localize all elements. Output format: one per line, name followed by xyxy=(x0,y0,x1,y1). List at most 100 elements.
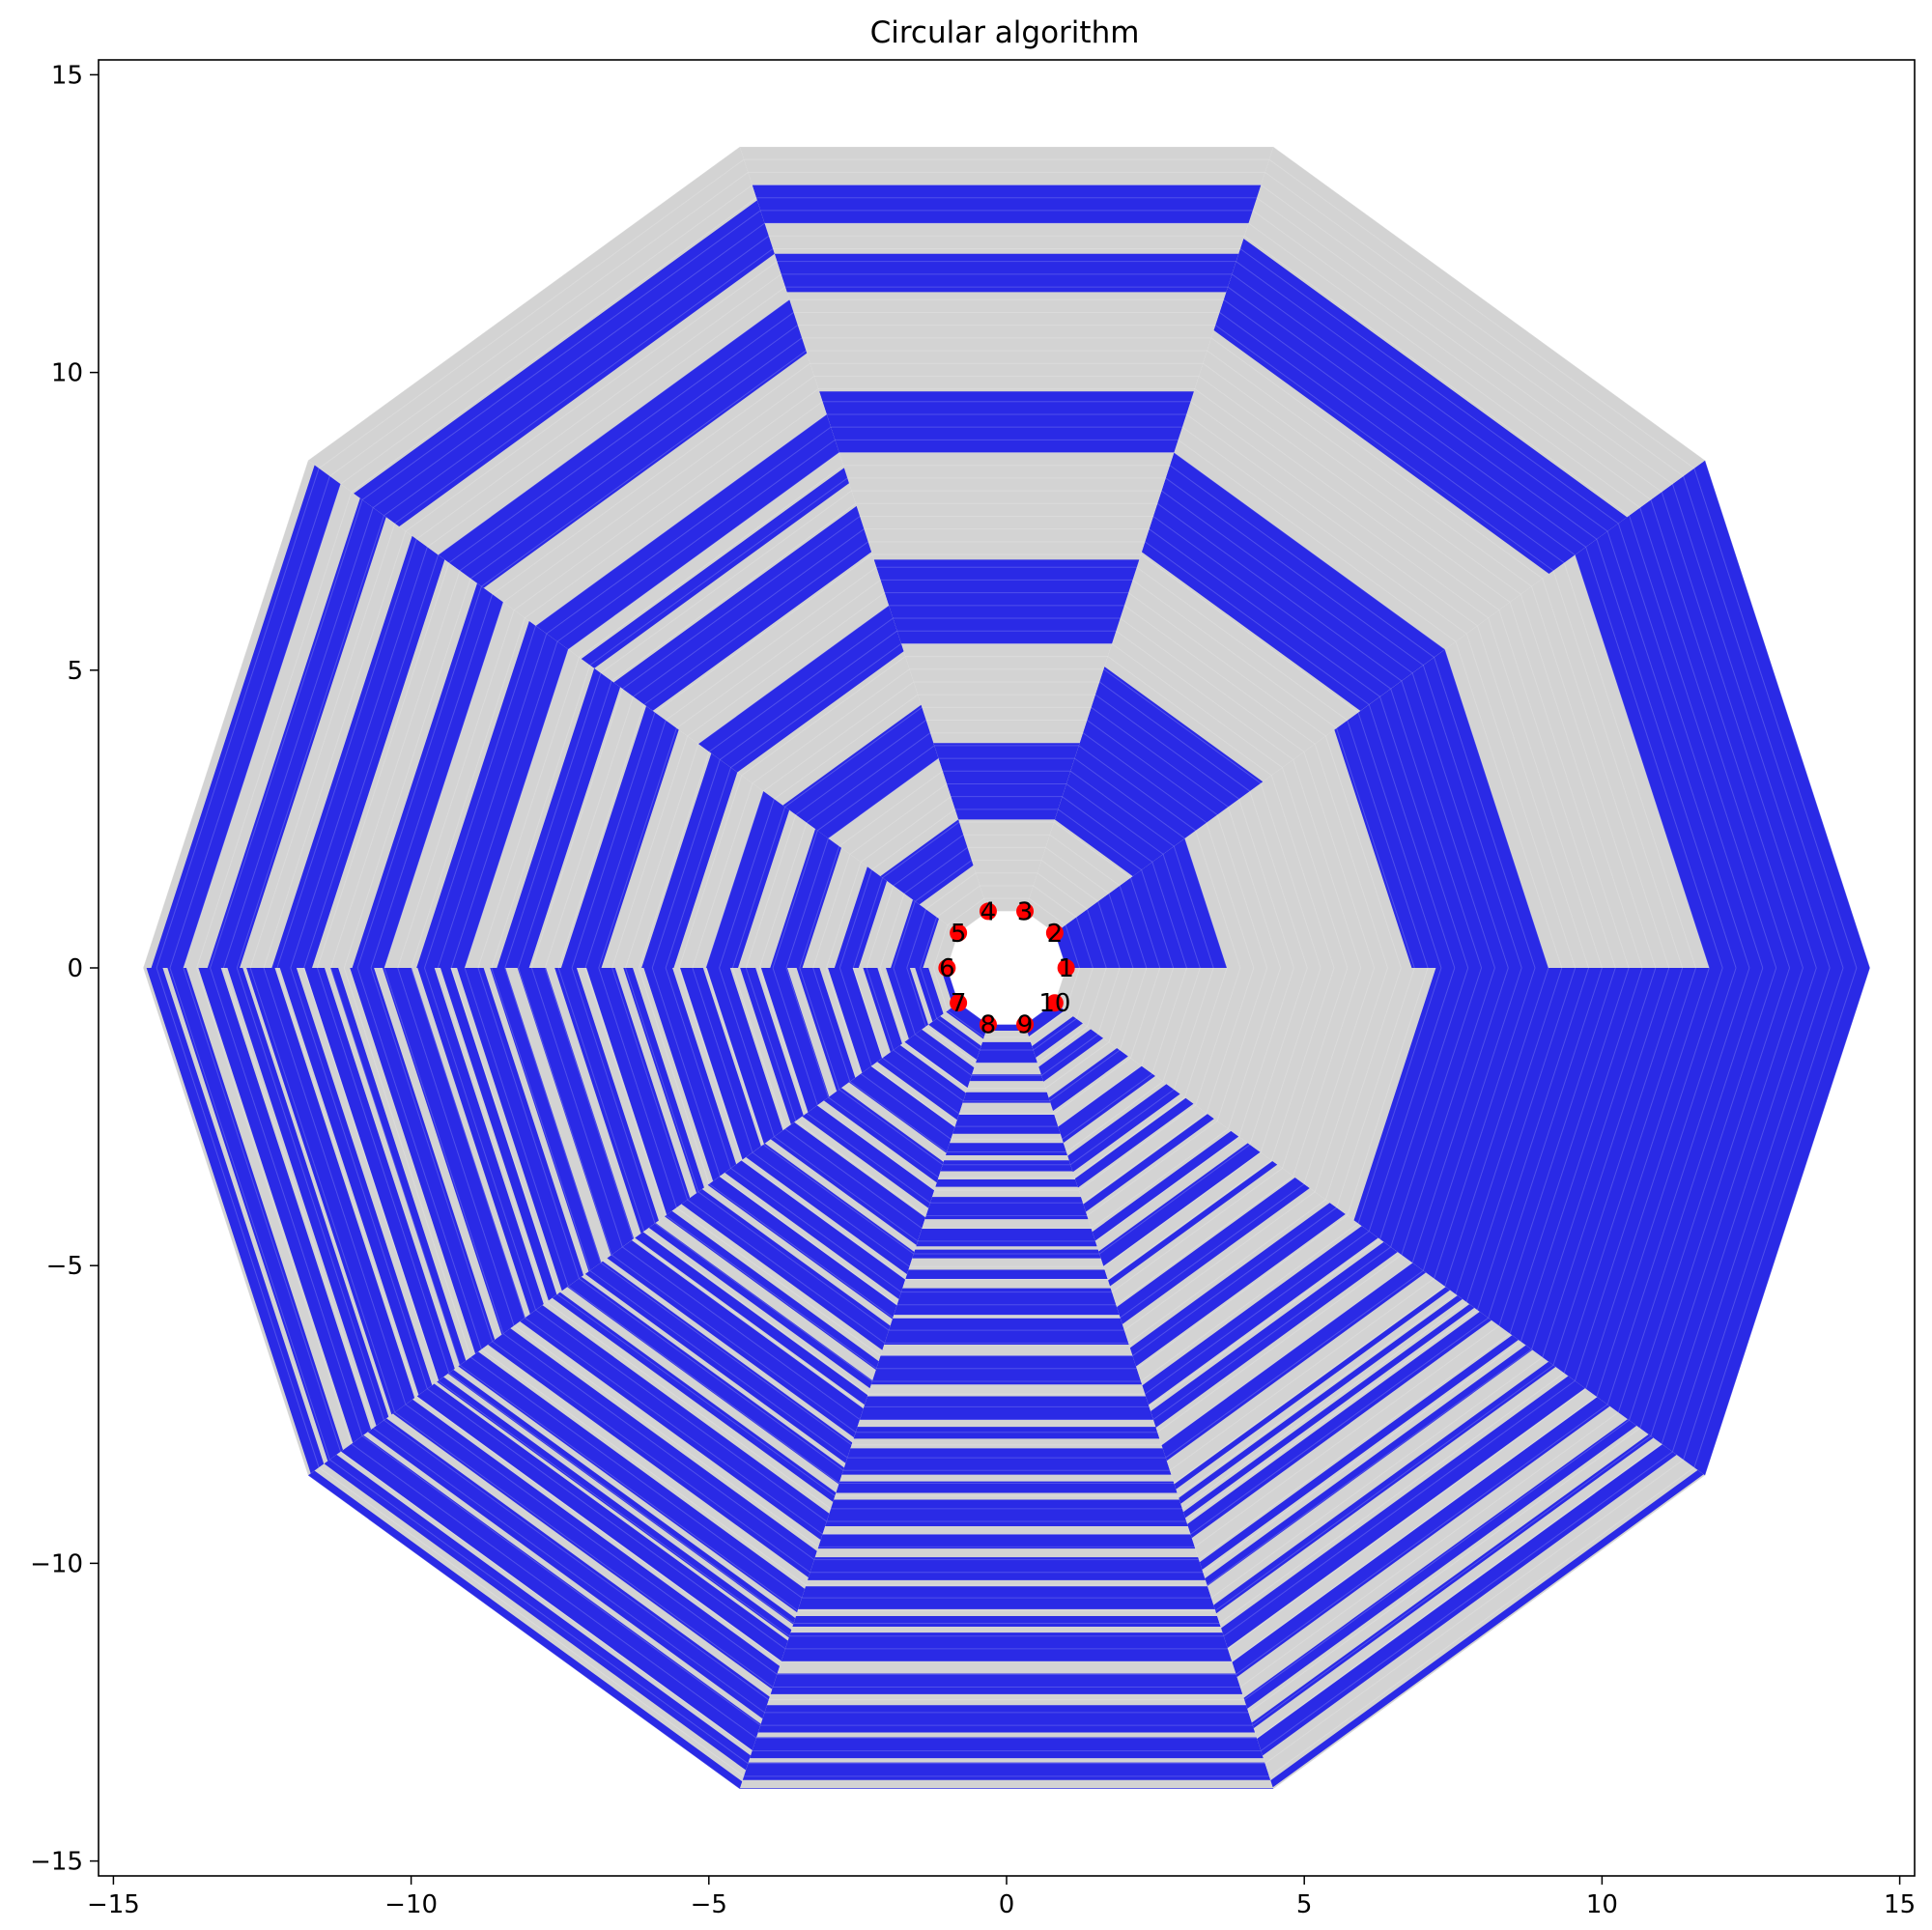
hatch-line xyxy=(1347,720,1429,969)
hatch-line xyxy=(183,967,342,1453)
hatch-line xyxy=(249,523,396,969)
blue-band xyxy=(1151,1241,1398,1428)
hatch-line xyxy=(589,1269,848,1459)
hatch-line xyxy=(427,1388,786,1650)
hatch-line xyxy=(784,706,923,808)
blue-band xyxy=(752,184,1262,224)
hatch-line xyxy=(1195,967,1241,1106)
blue-band xyxy=(641,752,738,968)
hatch-line xyxy=(1198,1333,1511,1561)
x-axis: −15 −10 −5 0 5 10 15 xyxy=(87,1876,1916,1919)
hatch-line xyxy=(1683,475,1844,969)
hatch-line xyxy=(361,1435,761,1726)
hatch-line xyxy=(708,1183,894,1319)
hatch-line xyxy=(1617,967,1764,1413)
hatch-line xyxy=(1165,477,1424,667)
blue-band xyxy=(607,1239,864,1438)
hatch-line xyxy=(828,757,939,839)
hatch-line xyxy=(394,1411,774,1688)
hatch-line xyxy=(1552,967,1684,1366)
hatch-line xyxy=(1249,967,1308,1146)
hatch-line xyxy=(1078,1104,1197,1191)
hatch-line xyxy=(329,171,749,477)
hatch-line xyxy=(1401,967,1495,1256)
blue-band xyxy=(1353,968,1870,1476)
hatch-line xyxy=(893,1049,964,1102)
hatch-line xyxy=(384,1419,770,1701)
hatch-line xyxy=(1152,516,1391,690)
hatch-line xyxy=(196,492,353,969)
hatch-line xyxy=(1411,967,1509,1263)
hatch-line xyxy=(1129,967,1161,1059)
blue-band xyxy=(552,1291,837,1502)
blue-band xyxy=(841,1448,1172,1475)
hatch-line xyxy=(730,1168,902,1293)
blue-band xyxy=(304,968,455,1381)
hatch-line xyxy=(665,1214,877,1370)
hatch-line xyxy=(676,580,881,729)
hatch-line xyxy=(1033,1018,1077,1051)
hatch-line xyxy=(708,617,894,752)
hatch-line xyxy=(546,1301,832,1510)
hatch-line xyxy=(567,452,839,650)
hatch-line xyxy=(816,1104,935,1191)
blue-band xyxy=(962,1092,1051,1103)
hatch-line xyxy=(1617,523,1764,969)
blue-band xyxy=(1141,452,1445,711)
hatch-line xyxy=(142,460,309,969)
y-axis: −15 −10 −5 0 5 10 15 xyxy=(30,61,99,1877)
blue-band xyxy=(836,1481,1178,1493)
node-label: 3 xyxy=(1017,897,1034,926)
hatch-line xyxy=(1347,967,1429,1216)
hatch-line xyxy=(1216,967,1268,1121)
blue-band xyxy=(823,1088,944,1183)
hatch-line xyxy=(731,807,786,969)
hatch-line xyxy=(318,1466,745,1777)
hatch-line xyxy=(1074,1096,1185,1178)
hatch-line xyxy=(318,158,745,469)
blue-band xyxy=(757,1705,1256,1733)
blue-band xyxy=(1270,1469,1704,1788)
y-tick-label: 10 xyxy=(51,359,83,388)
hatch-line xyxy=(678,775,743,969)
node-label: 1 xyxy=(1058,954,1074,983)
hatch-line xyxy=(806,1112,931,1204)
hatch-line xyxy=(692,967,753,1153)
hatch-line xyxy=(1169,1278,1435,1471)
hatch-line xyxy=(611,735,689,969)
blue-band xyxy=(802,1105,935,1208)
hatch-line xyxy=(1671,967,1831,1453)
hatch-line xyxy=(317,562,450,969)
hatch-line xyxy=(1123,1191,1316,1331)
hatch-line xyxy=(1563,967,1696,1374)
blue-band xyxy=(1117,1178,1310,1324)
blue-band xyxy=(1183,1304,1475,1518)
hatch-line xyxy=(477,967,580,1279)
hatch-line xyxy=(1216,814,1268,969)
blue-band xyxy=(1038,1029,1104,1082)
hatch-line xyxy=(1227,286,1586,548)
blue-band xyxy=(1058,1065,1156,1144)
hatch-line xyxy=(340,184,753,485)
hatch-line xyxy=(860,1073,952,1140)
blue-band xyxy=(1083,1114,1214,1212)
hatch-line xyxy=(852,967,884,1059)
hatch-line xyxy=(1029,1009,1066,1038)
hatch-line xyxy=(1238,799,1294,969)
hatch-line xyxy=(697,605,890,745)
hatch-line xyxy=(1227,967,1282,1129)
blue-band xyxy=(643,968,737,1181)
hatch-line xyxy=(611,967,689,1201)
hatch-line xyxy=(1069,770,1175,847)
hatch-line xyxy=(384,235,770,517)
node-label: 10 xyxy=(1038,989,1070,1018)
hatch-line xyxy=(372,1428,765,1714)
hatch-line xyxy=(1194,388,1500,610)
blue-band xyxy=(352,582,503,968)
blue-band xyxy=(770,1673,1243,1694)
hatch-line xyxy=(692,782,753,969)
node-label: 6 xyxy=(939,954,955,983)
hatch-line xyxy=(1162,967,1201,1082)
hatch-line xyxy=(1065,967,1080,1011)
blue-band xyxy=(1221,1376,1585,1649)
